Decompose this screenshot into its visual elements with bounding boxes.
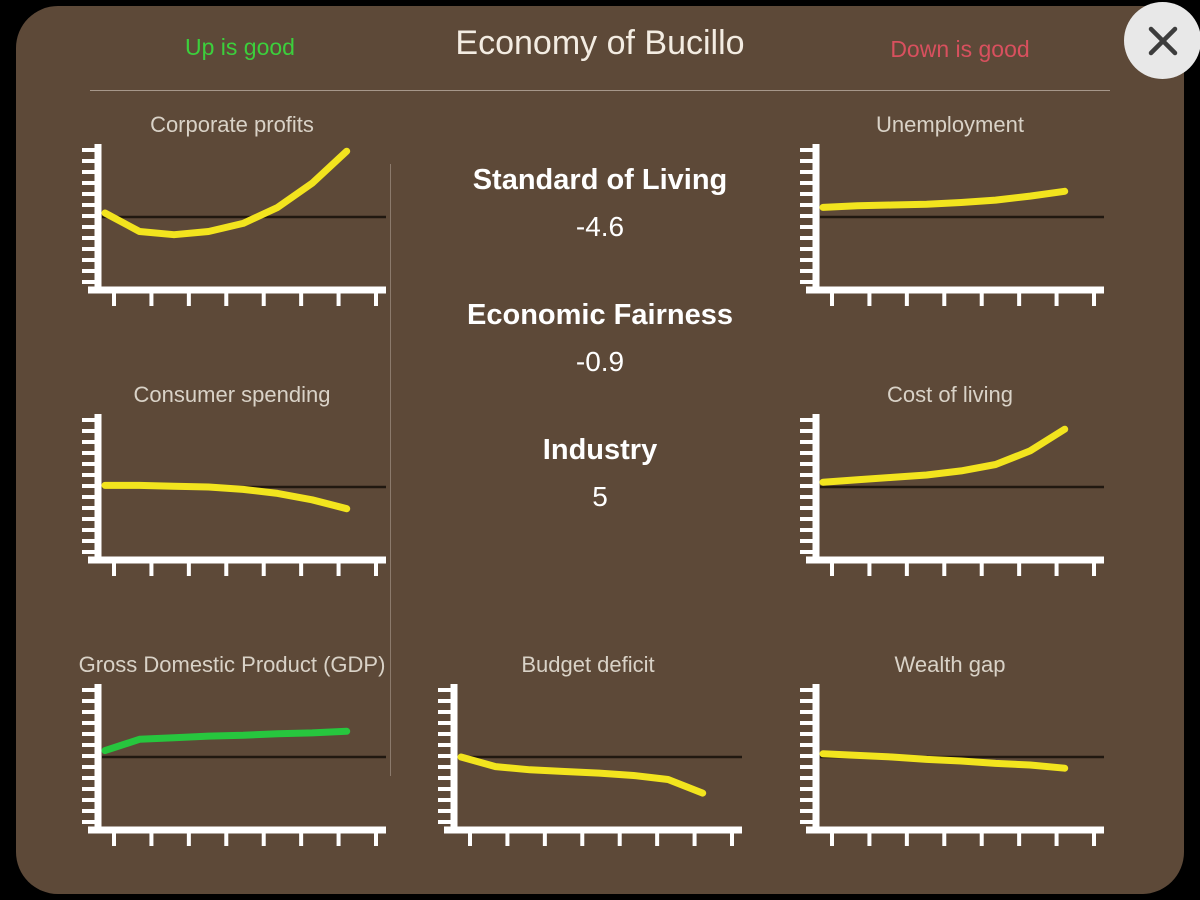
stat-name: Industry [542, 434, 658, 466]
up-is-good-label: Up is good [185, 34, 295, 60]
stat-value: 5 [592, 481, 608, 512]
down-is-good-label: Down is good [890, 36, 1030, 62]
chart-unemployment [790, 140, 1110, 318]
chart-consumer-spending [72, 410, 392, 588]
stat-value: -4.6 [575, 211, 625, 242]
economy-panel: Up is good Economy of Bucillo Down is go… [16, 6, 1184, 894]
stat-name: Standard of Living [472, 164, 728, 196]
chart-cost-of-living [790, 410, 1110, 588]
chart-budget-deficit [428, 680, 748, 858]
vertical-divider [390, 164, 391, 776]
stat-name: Economic Fairness [467, 299, 733, 331]
close-button[interactable] [1124, 2, 1200, 79]
chart-wealth-gap [790, 680, 1110, 858]
stat-industry: Industry 5 [400, 434, 800, 513]
chart-title-consumer-spending: Consumer spending [133, 382, 331, 407]
close-icon [1148, 26, 1177, 55]
chart-title-gdp: Gross Domestic Product (GDP) [78, 652, 386, 677]
header-divider [90, 90, 1110, 91]
chart-title-cost-of-living: Cost of living [887, 382, 1013, 407]
stat-standard-of-living: Standard of Living -4.6 [400, 164, 800, 243]
stat-value: -0.9 [575, 346, 625, 377]
chart-corporate-profits [72, 140, 392, 318]
chart-gdp [72, 680, 392, 858]
panel-title: Economy of Bucillo [455, 24, 745, 62]
chart-title-unemployment: Unemployment [876, 112, 1024, 137]
chart-title-corporate-profits: Corporate profits [150, 112, 314, 137]
stat-economic-fairness: Economic Fairness -0.9 [400, 299, 800, 378]
chart-title-wealth-gap: Wealth gap [894, 652, 1006, 677]
chart-title-budget-deficit: Budget deficit [521, 652, 655, 677]
